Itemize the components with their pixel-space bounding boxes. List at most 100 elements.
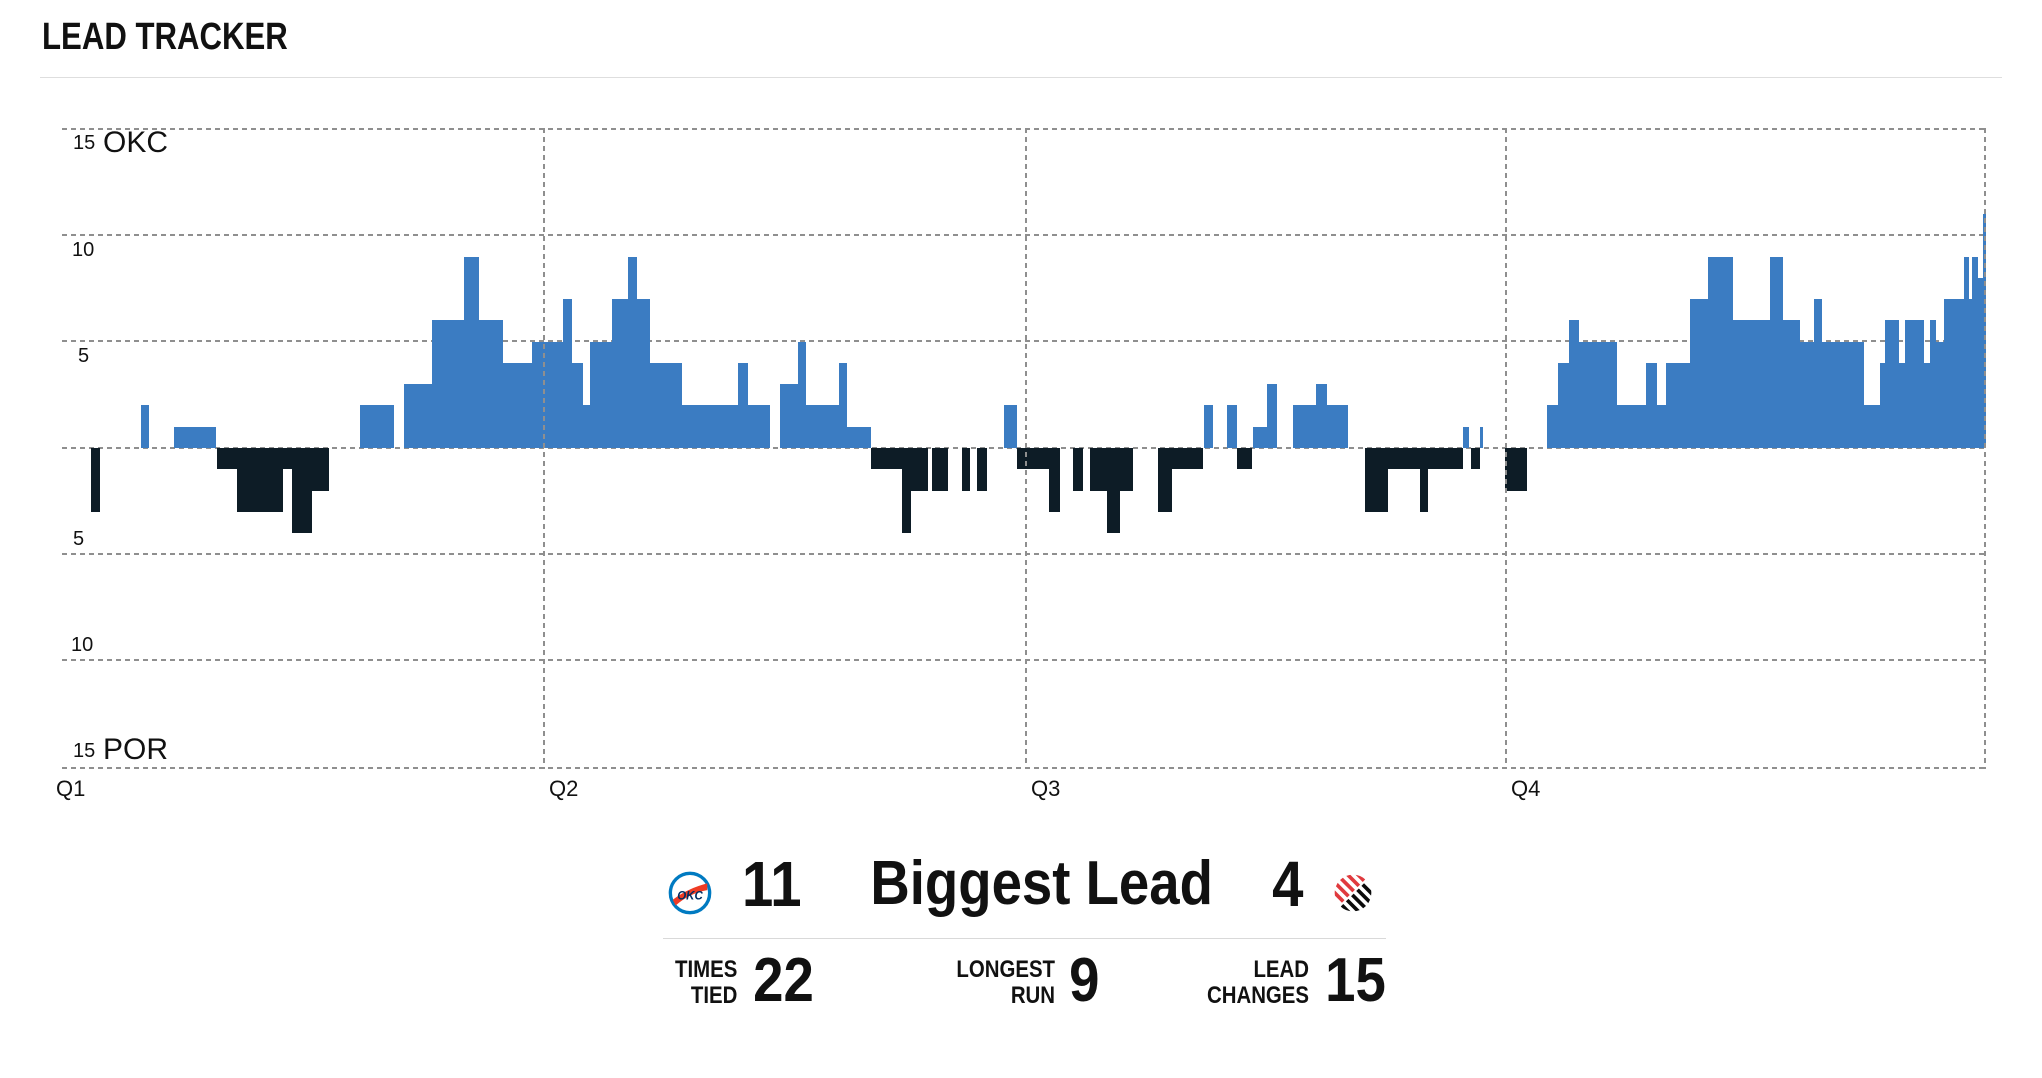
lead-bar — [1800, 342, 1814, 448]
lead-bar — [1690, 299, 1708, 448]
xtick-q3: Q3 — [1031, 776, 1061, 801]
ytick-por-15: 15 — [73, 740, 96, 762]
lead-bar — [798, 342, 806, 448]
xtick-q1: Q1 — [56, 776, 86, 801]
lead-bar — [464, 257, 479, 448]
lead-bar — [1049, 448, 1060, 512]
lead-bar — [1172, 448, 1203, 469]
lead-bar — [217, 448, 237, 469]
lead-bar — [1204, 405, 1213, 448]
lead-bar — [962, 448, 970, 491]
lead-bar — [1428, 448, 1463, 469]
lead-bar — [283, 448, 292, 469]
lead-bar — [532, 342, 563, 448]
gridline-okc-5 — [62, 340, 1986, 342]
team-label-por: POR — [103, 733, 169, 766]
lead-bar — [1293, 405, 1316, 448]
lead-bar — [174, 427, 216, 448]
lead-tracker-chart — [62, 128, 1986, 769]
lead-bar — [911, 448, 928, 491]
lead-bar — [748, 405, 770, 448]
lead-bar — [1505, 448, 1527, 491]
lead-bar — [572, 363, 583, 448]
header-divider — [40, 77, 2002, 78]
lead-bar — [1936, 342, 1944, 448]
lead-bar — [612, 299, 628, 448]
lead-bar — [432, 320, 464, 448]
lead-bar — [628, 257, 637, 448]
lead-bar — [1733, 320, 1770, 448]
lead-bar — [806, 405, 839, 448]
stats-divider — [663, 938, 1386, 939]
lead-bar — [1864, 405, 1880, 448]
lead-bar — [1964, 257, 1969, 448]
lead-bar — [902, 448, 911, 533]
gridline-okc-10 — [62, 234, 1986, 236]
lead-bar — [1885, 320, 1899, 448]
longest-run-value: 9 — [1069, 946, 1100, 1015]
lead-bar — [1579, 342, 1617, 448]
times-tied-label: TIMES TIED — [674, 956, 737, 1009]
lead-bar — [1708, 257, 1733, 448]
lead-bar — [141, 405, 149, 448]
lead-changes-label: LEAD CHANGES — [1206, 956, 1309, 1009]
lead-bar — [1924, 363, 1930, 448]
chart-right-border — [1984, 128, 1986, 769]
page-title: LEAD TRACKER — [42, 16, 288, 58]
lead-bar — [1267, 384, 1277, 448]
lead-bar — [1327, 405, 1348, 448]
lead-bar — [237, 448, 283, 512]
lead-bar — [1617, 405, 1646, 448]
lead-bar — [1558, 363, 1569, 448]
lead-bar — [1253, 427, 1267, 448]
lead-bar — [503, 363, 532, 448]
biggest-lead-okc-value: 11 — [742, 848, 802, 920]
lead-bar — [1420, 448, 1428, 512]
lead-bar — [871, 448, 902, 469]
lead-bar — [977, 448, 987, 491]
lead-bar — [637, 299, 650, 448]
lead-bar — [1880, 363, 1885, 448]
gridline-okc-15 — [62, 128, 1986, 130]
lead-bar — [1107, 448, 1120, 533]
longest-run-label: LONGEST RUN — [956, 956, 1055, 1009]
lead-changes-value: 15 — [1325, 946, 1386, 1015]
lead-bar — [1547, 405, 1558, 448]
lead-bar — [1090, 448, 1107, 491]
lead-bar — [292, 448, 312, 533]
lead-bar — [312, 448, 329, 491]
lead-bar — [360, 405, 394, 448]
lead-bar — [404, 384, 432, 448]
ytick-okc-15: 15 — [73, 132, 96, 154]
lead-bar — [583, 405, 590, 448]
team-label-okc: OKC — [103, 126, 169, 159]
lead-bar — [682, 405, 738, 448]
ytick-por-5: 5 — [73, 528, 85, 550]
svg-text:OKC: OKC — [677, 891, 703, 903]
lead-bar — [1120, 448, 1133, 491]
lead-bar — [1237, 448, 1252, 469]
lead-bar — [1978, 278, 1983, 448]
ytick-okc-10: 10 — [72, 239, 95, 261]
lead-bar — [1471, 448, 1480, 469]
lead-bar — [839, 363, 847, 448]
biggest-lead-label: Biggest Lead — [870, 849, 1214, 918]
lead-bar — [1569, 320, 1579, 448]
lead-bar — [1899, 363, 1905, 448]
lead-bar — [1972, 257, 1978, 448]
lead-bar — [1814, 299, 1822, 448]
lead-bar — [590, 342, 612, 448]
lead-bar — [847, 427, 871, 448]
lead-bar — [1017, 448, 1049, 469]
lead-bar — [1783, 320, 1800, 448]
lead-bar — [1905, 320, 1924, 448]
lead-bar — [1158, 448, 1172, 512]
lead-bar — [1969, 299, 1972, 448]
gridline-q3 — [1025, 128, 1027, 769]
lead-bar — [1004, 405, 1017, 448]
lead-bar — [1388, 448, 1420, 469]
lead-bar — [650, 363, 682, 448]
lead-bar — [563, 299, 572, 448]
xtick-q4: Q4 — [1511, 776, 1541, 801]
lead-bar — [1657, 405, 1666, 448]
